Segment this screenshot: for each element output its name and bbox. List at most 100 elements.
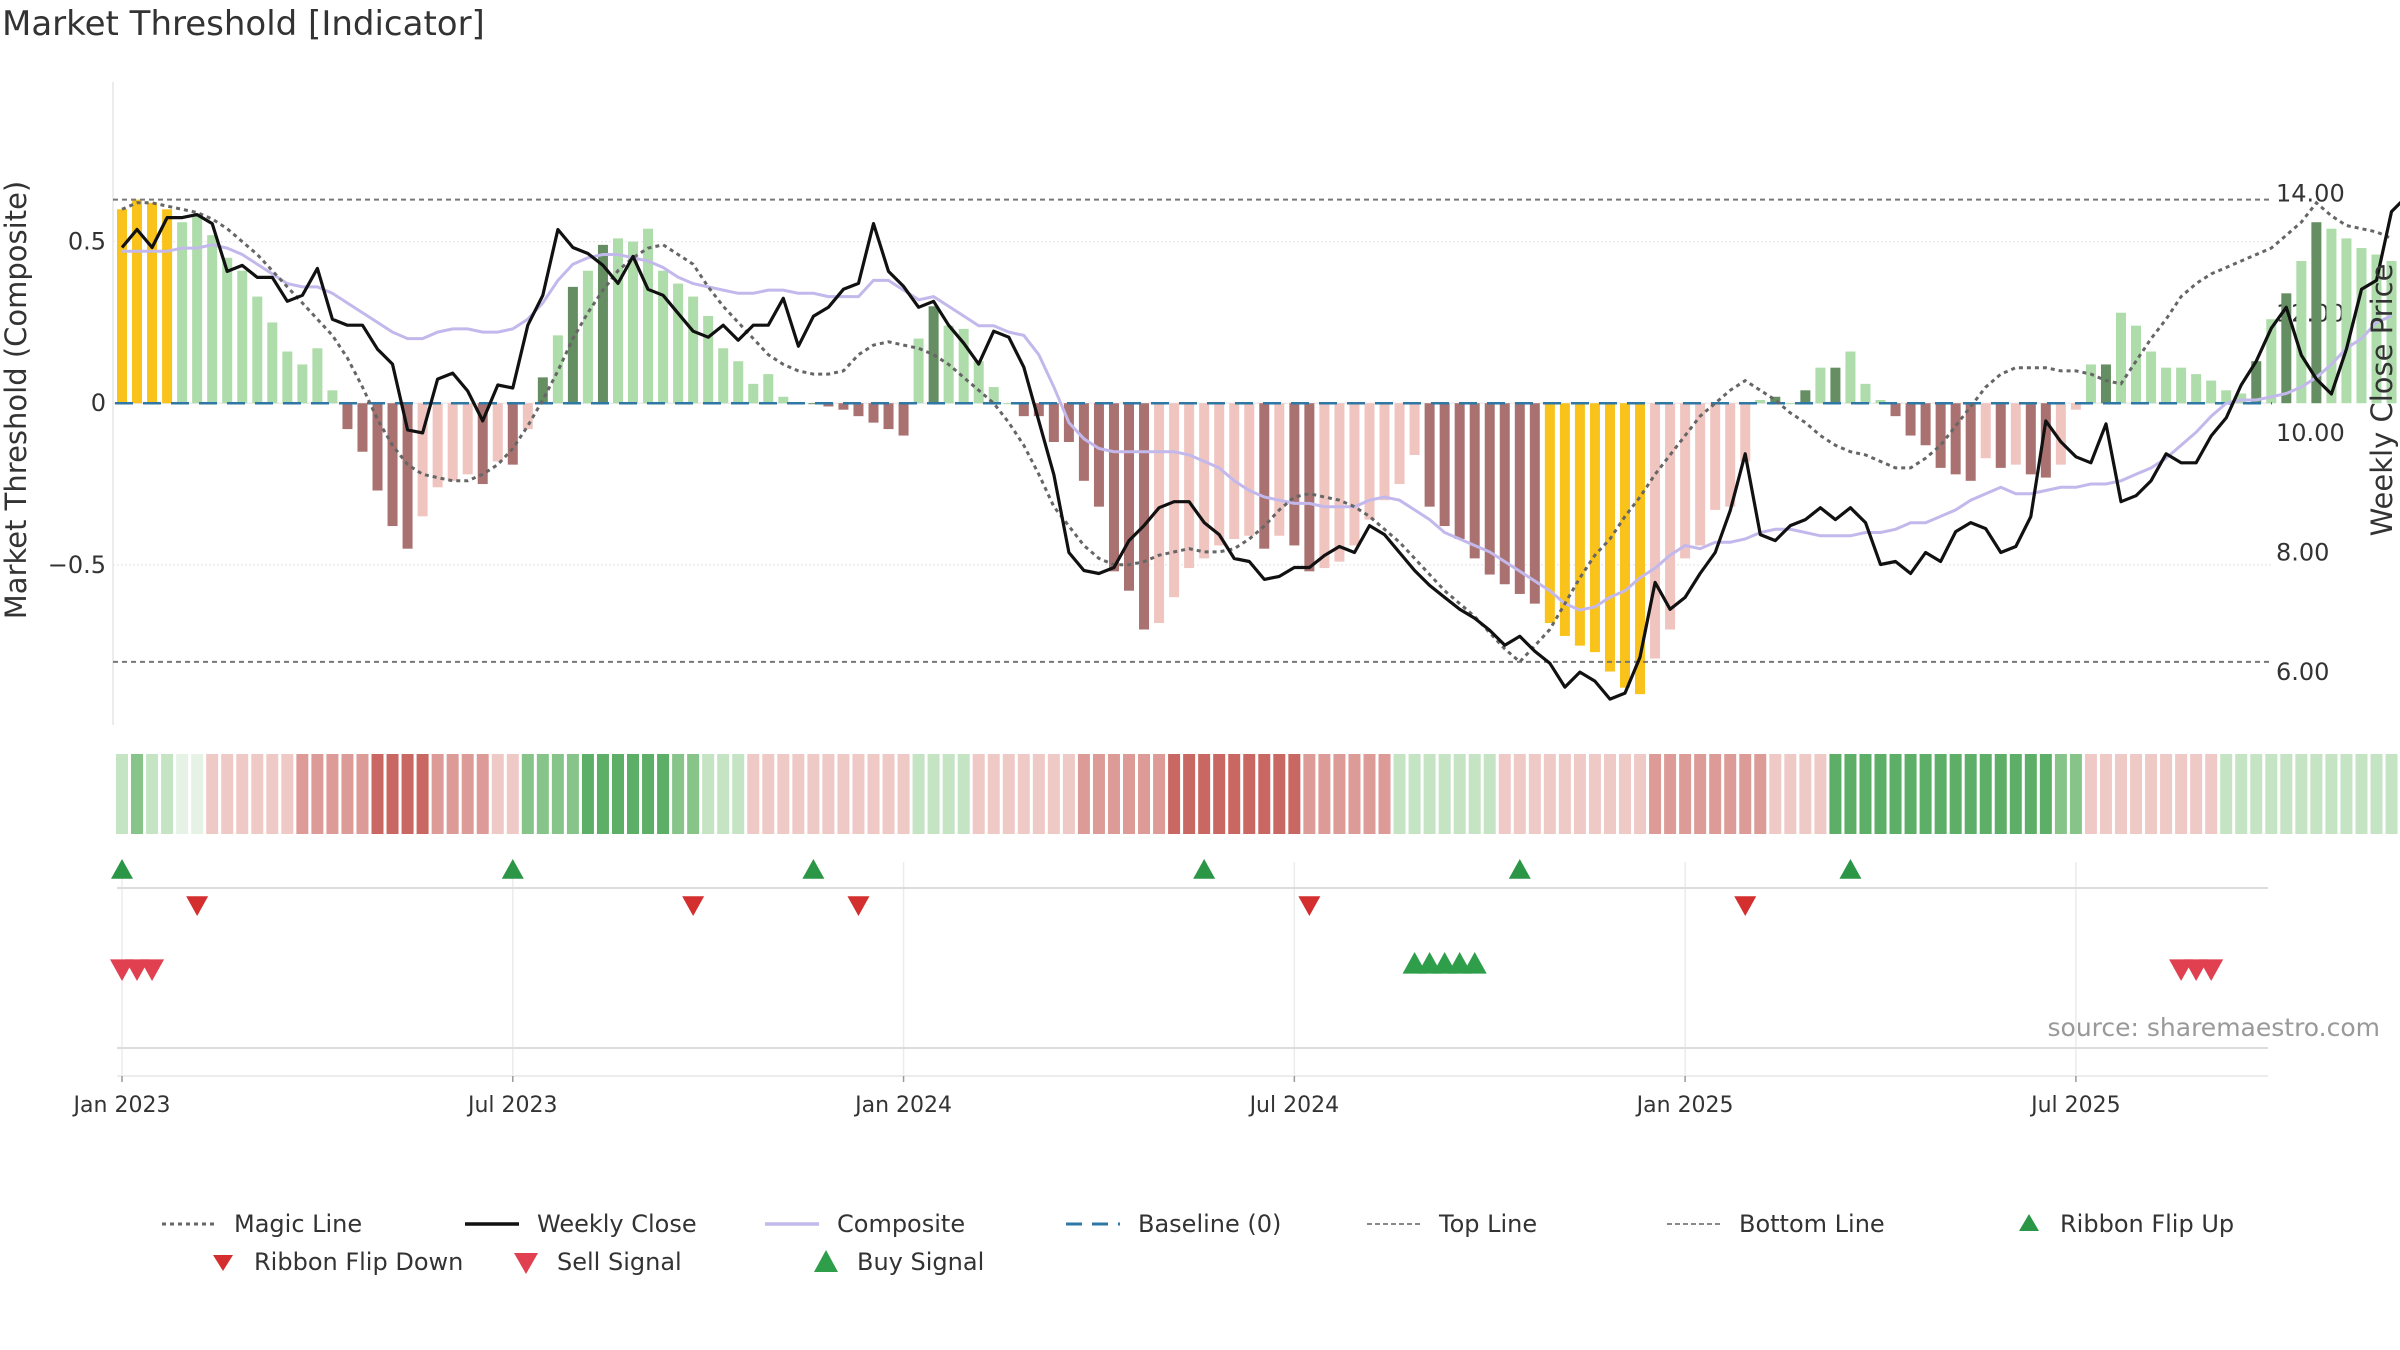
ribbon-cell [1603, 754, 1616, 834]
ribbon-cell [987, 754, 1000, 834]
ribbon-cell [627, 754, 640, 834]
right-tick-label: 14.00 [2276, 180, 2345, 208]
composite-bar [1980, 403, 1991, 459]
composite-bar [1740, 403, 1751, 462]
ribbon-cell [1423, 754, 1436, 834]
composite-bar [1229, 403, 1240, 539]
composite-bar [2191, 374, 2202, 404]
composite-bar [327, 390, 338, 404]
ribbon-cell [1138, 754, 1151, 834]
ribbon-cell [1513, 754, 1526, 834]
composite-bar [1304, 403, 1315, 572]
composite-bar [1349, 403, 1360, 546]
ribbon-cell [687, 754, 700, 834]
composite-bar [2386, 261, 2397, 404]
ribbon-cell [1168, 754, 1181, 834]
composite-bar [1003, 403, 1014, 405]
composite-bar [1033, 403, 1044, 417]
ribbon-cell [1634, 754, 1647, 834]
ribbon-cell [762, 754, 775, 834]
ribbon-cell [2370, 754, 2383, 834]
composite-bar [1785, 403, 1796, 405]
ribbon-flip-down-marker [682, 896, 705, 916]
composite-bar [312, 348, 323, 404]
composite-bar [1860, 383, 1871, 404]
composite-bar [1875, 400, 1886, 404]
ribbon-cell [356, 754, 369, 834]
x-tick-label: Jul 2024 [1248, 1093, 1340, 1118]
composite-bar [597, 244, 608, 404]
ribbon-cell [1123, 754, 1136, 834]
composite-bar [132, 199, 143, 404]
ribbon-cell [672, 754, 685, 834]
composite-bar [1665, 403, 1676, 630]
composite-bar [402, 403, 413, 549]
ribbon-cell [2205, 754, 2218, 834]
ribbon-cell [1438, 754, 1451, 834]
composite-bar [2311, 222, 2322, 404]
composite-bar [117, 209, 127, 404]
composite-bar [2326, 228, 2337, 404]
composite-bar [1770, 396, 1781, 404]
composite-bar [1995, 403, 2006, 468]
ribbon-cell [702, 754, 715, 834]
ribbon-cell [521, 754, 534, 834]
ribbon-cell [176, 754, 189, 834]
ribbon-cell [2039, 754, 2052, 834]
ribbon-cell [1153, 754, 1166, 834]
ribbon-cell [747, 754, 760, 834]
magic-line [121, 200, 2393, 664]
ribbon-cell [2114, 754, 2127, 834]
ribbon-cell [1664, 754, 1677, 834]
composite-bar [2100, 364, 2111, 404]
ribbon-cell [1363, 754, 1376, 834]
ribbon-cell [1979, 754, 1992, 834]
ribbon-cell [1528, 754, 1541, 834]
ribbon-cell [807, 754, 820, 834]
composite-bar [2371, 254, 2382, 404]
ribbon-cell [657, 754, 670, 834]
composite-bar [778, 396, 789, 404]
composite-bar [1905, 403, 1916, 436]
composite-bar [1920, 403, 1931, 446]
ribbon-flip-down-marker [1298, 896, 1321, 916]
ribbon-cell [1739, 754, 1752, 834]
composite-bar [207, 235, 218, 404]
ribbon-cell [1919, 754, 1932, 834]
ribbon-cell [1829, 754, 1842, 834]
buy-signal-marker [1432, 952, 1457, 974]
composite-bar [1544, 403, 1555, 624]
ribbon-cell [1273, 754, 1286, 834]
composite-bar [823, 403, 834, 407]
ribbon-cell [792, 754, 805, 834]
ribbon-cell [1994, 754, 2007, 834]
ribbon-cell [431, 754, 444, 834]
buy-signal-marker [1462, 952, 1487, 974]
composite-bar [673, 283, 684, 404]
composite-bar [868, 403, 879, 423]
ribbon-cell [2130, 754, 2143, 834]
ribbon-cell [1303, 754, 1316, 834]
composite-bar [1274, 403, 1285, 536]
sell-signal-marker [2169, 959, 2194, 981]
ribbon-cell [1679, 754, 1692, 834]
composite-bar [552, 335, 563, 404]
composite-bar [267, 322, 278, 404]
ribbon-cell [1258, 754, 1271, 834]
composite-bar [643, 228, 654, 404]
ribbon-cell [1543, 754, 1556, 834]
composite-bar [838, 403, 849, 410]
ribbon-cell [266, 754, 279, 834]
composite-bar [162, 209, 173, 404]
composite-bar [1845, 351, 1856, 404]
ribbon-cell [1318, 754, 1331, 834]
ribbon-cell [897, 754, 910, 834]
composite-bar [763, 374, 774, 404]
composite-bar [567, 286, 578, 404]
ribbon-cell [1077, 754, 1090, 834]
ribbon-cell [2099, 754, 2112, 834]
ribbon-cell [2310, 754, 2323, 834]
x-tick-label: Jan 2025 [1635, 1093, 1734, 1118]
ribbon-cell [1092, 754, 1105, 834]
ribbon-cell [131, 754, 144, 834]
